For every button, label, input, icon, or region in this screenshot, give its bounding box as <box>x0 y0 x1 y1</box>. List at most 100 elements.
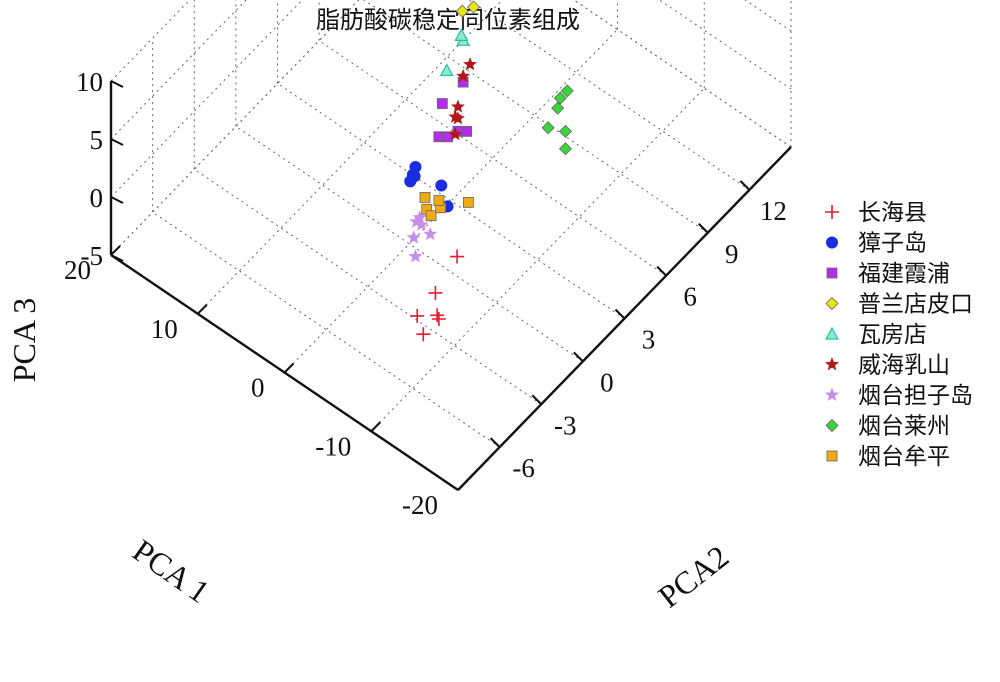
series-0 <box>410 249 465 342</box>
grid-line <box>110 0 191 82</box>
z-tick-label: -5 <box>81 241 104 271</box>
data-point <box>435 179 448 192</box>
z-axis-label: PCA 3 <box>6 298 42 382</box>
grid-line <box>235 125 584 362</box>
data-point <box>428 285 443 300</box>
legend-marker <box>826 236 838 249</box>
x-tick <box>197 304 208 315</box>
legend-marker <box>825 205 839 219</box>
data-point <box>430 308 445 323</box>
data-point <box>462 196 474 208</box>
grid-line <box>318 40 667 277</box>
data-point <box>450 99 465 113</box>
series-2 <box>433 76 473 143</box>
grid-line <box>370 87 705 432</box>
data-point <box>456 68 471 83</box>
x-tick-label: 10 <box>151 314 178 344</box>
legend-label: 獐子岛 <box>858 231 927 257</box>
legend-label: 普兰店皮口 <box>858 292 973 318</box>
data-point <box>406 230 421 244</box>
data-point <box>560 84 574 98</box>
data-points <box>404 0 574 342</box>
series-7 <box>541 84 574 156</box>
data-point <box>551 101 565 115</box>
z-tick-label: 10 <box>76 67 103 97</box>
data-point <box>410 308 425 323</box>
data-point <box>416 327 431 342</box>
data-point <box>423 226 438 241</box>
legend-label: 烟台莱州 <box>858 414 950 440</box>
legend-label: 威海乳山 <box>858 353 950 379</box>
grid-line <box>277 83 625 319</box>
data-point <box>455 4 469 18</box>
y-tick <box>573 351 584 363</box>
legend-marker <box>825 387 839 401</box>
legend-label: 烟台担子岛 <box>858 383 973 409</box>
y-tick-label: -6 <box>512 453 535 483</box>
legend-marker <box>826 450 838 462</box>
data-point <box>431 312 446 326</box>
y-tick <box>739 180 751 191</box>
y-axis-label: PCA2 <box>651 538 735 615</box>
series-3 <box>455 0 481 18</box>
grid-line <box>197 0 504 315</box>
data-point <box>436 98 448 109</box>
data-point <box>466 0 481 14</box>
data-point <box>412 210 427 224</box>
x-tick <box>283 362 295 374</box>
data-point <box>408 249 423 263</box>
axes <box>109 80 792 491</box>
data-point <box>454 28 469 41</box>
y-tick-label: 6 <box>683 282 697 312</box>
legend-marker <box>824 326 840 340</box>
y-tick-label: 0 <box>600 367 614 397</box>
y-tick-label: 9 <box>725 239 739 269</box>
y-tick <box>531 394 542 405</box>
data-point <box>558 142 573 156</box>
x-tick-label: 20 <box>64 255 91 285</box>
y-tick <box>698 223 709 234</box>
x-tick <box>370 421 381 432</box>
data-point <box>553 91 567 105</box>
legend-marker <box>825 357 839 371</box>
x-tick <box>457 480 468 491</box>
series-4 <box>439 28 471 77</box>
z-tick-label: 0 <box>90 183 104 213</box>
chart-title: 脂肪酸碳稳定同位素组成 <box>316 6 580 34</box>
z-tick <box>110 138 124 146</box>
z-tick <box>110 254 124 262</box>
z-tick <box>110 196 124 204</box>
grid-line <box>152 211 500 448</box>
data-point <box>450 249 465 264</box>
data-point <box>541 121 555 135</box>
series-5 <box>448 57 478 141</box>
z-tick-label: 5 <box>90 125 104 155</box>
data-point <box>414 217 429 231</box>
y-tick <box>489 437 501 448</box>
data-point <box>558 124 573 138</box>
grid-line <box>284 29 618 373</box>
y-tick <box>656 265 667 277</box>
legend-label: 烟台牟平 <box>858 444 950 470</box>
grid-line <box>110 0 247 140</box>
y-tick-label: 12 <box>760 196 787 226</box>
x-tick <box>110 245 121 256</box>
x-tick-label: -10 <box>315 431 351 461</box>
data-point <box>439 63 454 77</box>
grid <box>110 0 792 491</box>
grid-line <box>110 0 303 198</box>
grid-line <box>110 0 360 256</box>
series-6 <box>406 210 438 263</box>
data-point <box>419 192 431 203</box>
legend-label: 长海县 <box>858 200 927 226</box>
legend-label: 瓦房店 <box>858 322 927 348</box>
legend-marker <box>825 296 839 311</box>
legend-marker <box>826 267 838 279</box>
data-point <box>463 57 478 71</box>
data-point <box>408 170 421 183</box>
z-tick <box>110 80 124 88</box>
grid-line <box>363 0 709 234</box>
